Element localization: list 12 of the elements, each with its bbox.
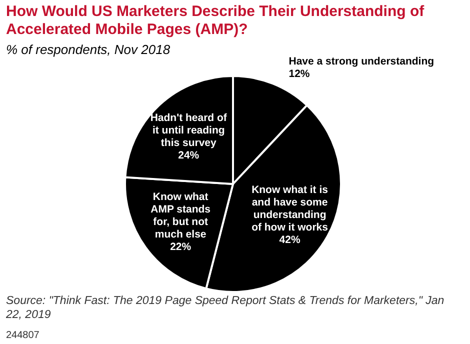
source-note: Source: "Think Fast: The 2019 Page Speed Report Stats & Trends for Marketers," Jan 22, 2019: [5, 295, 444, 321]
slice-label: Know what it is and have some understanding of how it works: [252, 184, 328, 234]
data-label: 24%: [178, 149, 200, 162]
chart-title: How Would US Marketers Describe Their Understanding of Accelerated Mobile Pages (AMP)?: [6, 3, 426, 38]
data-label: 12%: [288, 68, 310, 80]
chart-subtitle: % of respondents, Nov 2018: [6, 42, 171, 57]
slice-label: Hadn't heard of it until reading this survey: [150, 112, 228, 149]
data-label: 42%: [279, 234, 301, 246]
slice-label: Know what AMP stands for, but not much else: [150, 190, 211, 240]
data-label: 22%: [170, 240, 192, 253]
slice-label: Have a strong understanding: [288, 55, 434, 68]
text: 244807: [6, 330, 40, 341]
